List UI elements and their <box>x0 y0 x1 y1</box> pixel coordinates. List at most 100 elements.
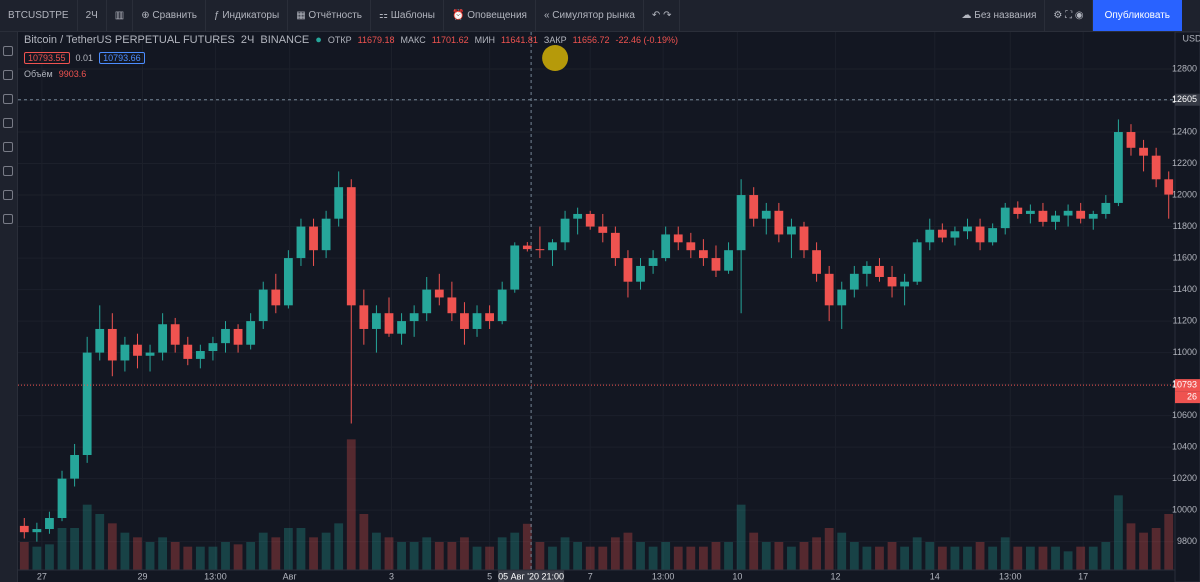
volume-bar <box>82 504 92 570</box>
volume-bar <box>70 528 79 570</box>
interval-button[interactable]: 2Ч <box>78 0 107 31</box>
tool-icon[interactable] <box>3 214 13 224</box>
volume-bar <box>648 546 658 570</box>
volume-bar <box>887 542 897 570</box>
templates-label: Шаблоны <box>390 10 435 21</box>
volume-bar <box>497 537 507 570</box>
volume-bar <box>610 537 620 570</box>
candle-body <box>397 321 406 334</box>
volume-bar <box>975 542 985 570</box>
volume-bar <box>170 542 180 570</box>
candle-body <box>1000 207 1010 229</box>
candle-body <box>548 242 557 251</box>
x-tick-label: 13:00 <box>999 571 1022 581</box>
indicators-button[interactable]: ƒ Индикаторы <box>206 0 289 31</box>
layout-name: Без названия <box>974 10 1037 21</box>
crosshair-x-bg <box>498 570 565 582</box>
candle-body <box>686 242 696 251</box>
candle-body <box>460 313 469 329</box>
candle-body <box>560 218 570 243</box>
candle-body <box>195 351 205 359</box>
candle-body <box>950 231 960 238</box>
candle-body <box>875 265 884 277</box>
volume-bar <box>522 523 532 570</box>
templates-button[interactable]: ⚏ Шаблоны <box>371 0 444 31</box>
undo-button[interactable]: ↶ ↷ <box>644 0 681 31</box>
layout-button[interactable]: ☁ Без названия <box>953 0 1046 31</box>
x-tick-label: 3 <box>389 571 394 581</box>
volume-bar <box>346 439 356 570</box>
symbol-search[interactable]: BTCUSDTPE <box>0 0 78 31</box>
volume-bar <box>598 546 608 570</box>
candle-body <box>812 250 821 274</box>
bid[interactable]: 10793.55 <box>24 52 70 64</box>
candle-body <box>736 195 746 251</box>
candle-body <box>271 289 281 306</box>
candle-body <box>208 343 218 352</box>
high-label: МАКС <box>400 35 426 45</box>
open-label: ОТКР <box>327 35 352 45</box>
ask[interactable]: 10793.66 <box>99 52 145 64</box>
price-label-bg <box>1175 379 1200 392</box>
candle-body <box>837 289 847 306</box>
volume-bar <box>183 546 193 570</box>
volume-bar <box>560 537 570 570</box>
chart-style-button[interactable]: ▥ <box>107 0 134 31</box>
volume-bar <box>950 546 960 570</box>
x-tick-label: 29 <box>137 571 147 581</box>
tool-icon[interactable] <box>3 142 13 152</box>
y-tick-label: 11400 <box>1173 284 1197 294</box>
replay-button[interactable]: « Симулятор рынка <box>536 0 644 31</box>
volume-bar <box>774 542 784 570</box>
candle-body <box>522 245 532 250</box>
y-tick-label: 11000 <box>1173 347 1197 357</box>
volume-bar <box>724 542 733 570</box>
volume-bar <box>95 514 105 570</box>
cursor <box>542 45 569 71</box>
candle-body <box>183 344 193 359</box>
tool-icon[interactable] <box>3 190 13 200</box>
candle-body <box>1088 213 1098 219</box>
candle-body <box>1164 179 1174 195</box>
replay-label: Симулятор рынка <box>552 10 635 21</box>
y-tick-label: 9800 <box>1177 536 1197 546</box>
compare-button[interactable]: ⊕ Сравнить <box>133 0 206 31</box>
reports-button[interactable]: ▦ Отчётность <box>288 0 372 31</box>
volume-bar <box>296 528 306 570</box>
x-tick-label: 14 <box>930 571 940 581</box>
volume-bar <box>334 523 344 570</box>
compare-label: Сравнить <box>152 10 197 21</box>
alerts-button[interactable]: ⏰ Оповещения <box>444 0 536 31</box>
volume-bar <box>472 546 482 570</box>
tool-icon[interactable] <box>3 166 13 176</box>
publish-button[interactable]: Опубликовать <box>1092 0 1182 31</box>
settings-button[interactable]: ⚙ ⛶ ◉ <box>1045 0 1093 31</box>
candle-body <box>120 344 130 361</box>
candle-body <box>447 297 457 314</box>
low-value: 11641.81 <box>501 35 538 45</box>
price-axis <box>1174 31 1200 582</box>
x-tick-label: 17 <box>1078 571 1088 581</box>
candle-body <box>724 250 733 271</box>
y-tick-label: 10000 <box>1172 505 1197 515</box>
tool-icon[interactable] <box>3 94 13 104</box>
volume-bar <box>258 532 268 570</box>
volume-bar <box>925 542 935 570</box>
candle-body <box>334 187 344 219</box>
y-tick-label: 12400 <box>1172 126 1197 136</box>
tool-icon[interactable] <box>3 46 13 56</box>
y-tick-label: 12000 <box>1172 189 1197 199</box>
volume-bar <box>761 542 771 570</box>
tool-icon[interactable] <box>3 70 13 80</box>
open-value: 11679.18 <box>357 35 395 45</box>
volume-bar <box>447 542 457 570</box>
volume-bar <box>195 546 205 570</box>
volume-bar <box>57 528 67 570</box>
volume-bar <box>1025 546 1035 570</box>
volume-bar <box>875 546 884 570</box>
candle-body <box>233 328 243 345</box>
volume-bar <box>623 532 633 570</box>
tool-icon[interactable] <box>3 118 13 128</box>
volume-bar <box>1013 546 1023 570</box>
